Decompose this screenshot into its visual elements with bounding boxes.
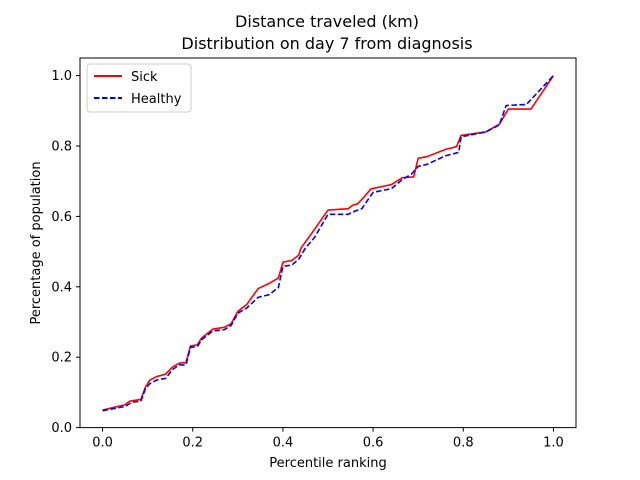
x-tick-label: 1.0 (543, 436, 564, 451)
y-tick-label: 0.2 (51, 351, 72, 366)
y-tick-label: 0.6 (51, 210, 72, 225)
y-axis-ticks: 0.0 0.2 0.4 0.6 0.8 1.0 (51, 69, 80, 436)
legend-label-sick: Sick (131, 70, 158, 85)
series-line-sick (102, 75, 555, 411)
chart-title: Distance traveled (km) (235, 12, 419, 31)
series-layer (102, 75, 555, 412)
chart-subtitle: Distribution on day 7 from diagnosis (181, 34, 472, 53)
legend: Sick Healthy (86, 63, 192, 113)
x-tick-label: 0.6 (363, 436, 384, 451)
y-tick-label: 1.0 (51, 69, 72, 84)
y-tick-label: 0.4 (51, 280, 72, 295)
y-tick-label: 0.0 (51, 421, 72, 436)
x-tick-label: 0.0 (92, 436, 113, 451)
x-tick-label: 0.2 (182, 436, 203, 451)
y-tick-label: 0.8 (51, 140, 72, 155)
plot-area: 0.0 0.2 0.4 0.6 0.8 1.0 0.0 0.2 0.4 0.6 0.8 1.0 (51, 57, 577, 451)
x-tick-label: 0.8 (453, 436, 474, 451)
axes-frame (79, 57, 577, 429)
series-line-healthy (102, 75, 555, 412)
x-axis-label: Percentile ranking (269, 456, 386, 471)
y-axis-label: Percentage of population (29, 161, 44, 324)
legend-label-healthy: Healthy (131, 92, 182, 107)
x-tick-label: 0.4 (273, 436, 294, 451)
x-axis-ticks: 0.0 0.2 0.4 0.6 0.8 1.0 (92, 427, 564, 451)
